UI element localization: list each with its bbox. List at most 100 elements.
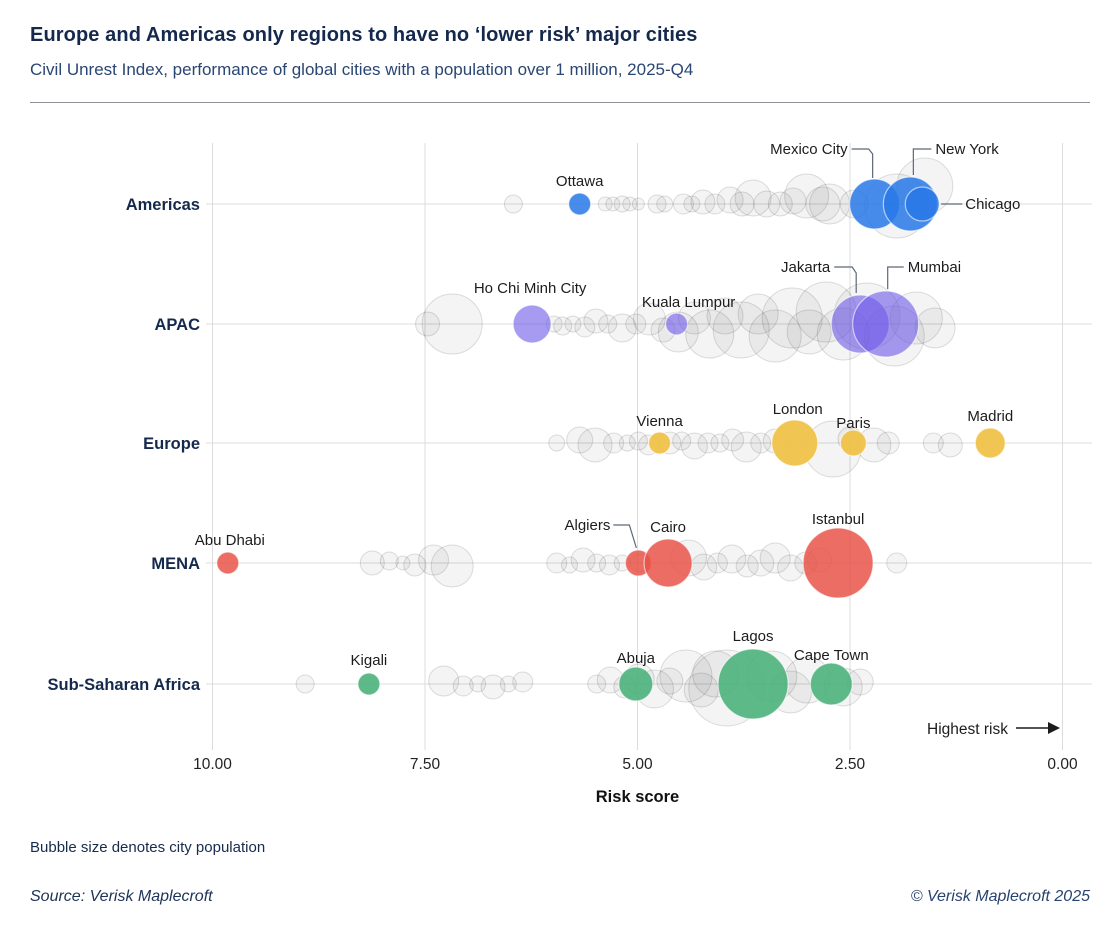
x-axis-title: Risk score (596, 788, 679, 806)
gray-bubble (734, 179, 772, 217)
leader-line-mexico-city (851, 148, 874, 178)
region-label-sub-saharan-africa: Sub-Saharan Africa (47, 676, 200, 694)
gray-bubble (622, 196, 638, 212)
gray-bubble (553, 316, 573, 336)
gray-bubble (721, 428, 745, 452)
gray-bubble (767, 191, 793, 217)
gray-bubble (598, 554, 620, 576)
city-label-mumbai: Mumbai (908, 259, 961, 276)
tick-label-10.00: 10.00 (193, 756, 232, 773)
city-bubble-istanbul (802, 527, 874, 599)
gray-bubble (597, 196, 613, 212)
gray-bubble (379, 551, 399, 571)
gray-bubble (395, 555, 411, 571)
gray-bubble (685, 309, 735, 359)
gray-bubble (452, 675, 474, 697)
city-bubble-abuja (618, 666, 654, 702)
city-label-madrid: Madrid (967, 408, 1013, 425)
gray-bubble (786, 309, 832, 355)
gray-bubble (618, 434, 636, 452)
highest-risk-label: Highest risk (927, 721, 1008, 738)
city-label-jakarta: Jakarta (781, 259, 831, 276)
gray-bubble (587, 553, 607, 573)
region-label-mena: MENA (151, 555, 200, 573)
gray-bubble (805, 186, 841, 222)
gray-bubble (430, 544, 474, 588)
gray-bubble (716, 186, 744, 214)
gray-bubble (469, 675, 487, 693)
gray-bubble (784, 173, 830, 219)
gray-bubble (631, 197, 645, 211)
grid-layer: 10.00 7.50 5.00 2.50 0.00 Risk score (193, 143, 1092, 806)
city-label-kigali: Kigali (351, 652, 388, 669)
gray-bubble (706, 552, 728, 574)
gray-bubble (710, 433, 730, 453)
gray-bubble (750, 432, 772, 454)
city-label-ottawa: Ottawa (556, 173, 604, 190)
gray-bubble (359, 550, 385, 576)
gray-bubble (577, 427, 613, 463)
city-label-cairo: Cairo (650, 519, 686, 536)
gray-bubble (672, 431, 692, 451)
city-label-kuala-lumpur: Kuala Lumpur (642, 294, 735, 311)
city-bubble-ho-chi-minh-city (512, 304, 552, 344)
city-bubble-chicago (904, 186, 940, 222)
gray-bubble (607, 313, 637, 343)
gray-bubble (886, 552, 908, 574)
region-label-apac: APAC (154, 316, 200, 334)
gray-bubble (598, 314, 618, 334)
gray-bubble (690, 189, 716, 215)
city-bubble-kigali (357, 672, 381, 696)
leader-line-algiers (613, 524, 637, 549)
copyright: © Verisk Maplecroft 2025 (910, 888, 1090, 905)
gray-bubble (647, 194, 667, 214)
tick-label-0.00: 0.00 (1047, 756, 1078, 773)
gray-bubble (546, 552, 568, 574)
gray-bubble (587, 674, 607, 694)
leader-line-jakarta (834, 266, 857, 293)
source-credit: Source: Verisk Maplecroft (30, 888, 213, 905)
gray-bubble (876, 431, 900, 455)
city-label-algiers: Algiers (564, 517, 610, 534)
city-bubble-ottawa (568, 192, 592, 216)
gray-bubble (747, 549, 775, 577)
city-label-istanbul: Istanbul (812, 511, 865, 528)
gray-bubble (415, 311, 441, 337)
gray-bubble (603, 432, 625, 454)
gray-bubble (704, 193, 726, 215)
highest-risk-arrowhead (1048, 722, 1060, 734)
leader-line-new-york (912, 148, 932, 175)
labels-layer: Americas Ottawa Mexico City New York Chicago… (47, 141, 1020, 694)
gray-bubble (729, 191, 755, 217)
gray-bubble (683, 195, 701, 213)
city-label-abuja: Abuja (617, 650, 656, 667)
gray-bubble (403, 553, 427, 577)
gray-bubble (625, 313, 647, 335)
gray-bubble (748, 309, 802, 363)
gray-bubble (564, 315, 582, 333)
gray-bubble (712, 301, 770, 359)
gray-bubble (753, 190, 781, 218)
gray-bubble (759, 542, 791, 574)
gray-bubble (548, 434, 566, 452)
gray-bubble (656, 195, 674, 213)
tick-label-5.00: 5.00 (622, 756, 653, 773)
city-bubble-abu-dhabi (216, 551, 240, 575)
city-bubble-mumbai (852, 290, 920, 358)
gray-bubble (672, 193, 694, 215)
gray-bubble (632, 302, 666, 336)
city-label-mexico-city: Mexico City (770, 141, 848, 158)
header-divider (30, 102, 1090, 103)
gray-bubble (613, 195, 631, 213)
gray-bubble (706, 297, 744, 335)
city-label-paris: Paris (836, 415, 870, 432)
bubble-size-note: Bubble size denotes city population (30, 839, 266, 856)
gray-bubble (295, 674, 315, 694)
city-label-ho-chi-minh-city: Ho Chi Minh City (474, 280, 587, 297)
city-bubble-madrid (974, 427, 1006, 459)
gray-bubble (499, 675, 517, 693)
highest-risk-annotation: Highest risk (927, 721, 1060, 738)
